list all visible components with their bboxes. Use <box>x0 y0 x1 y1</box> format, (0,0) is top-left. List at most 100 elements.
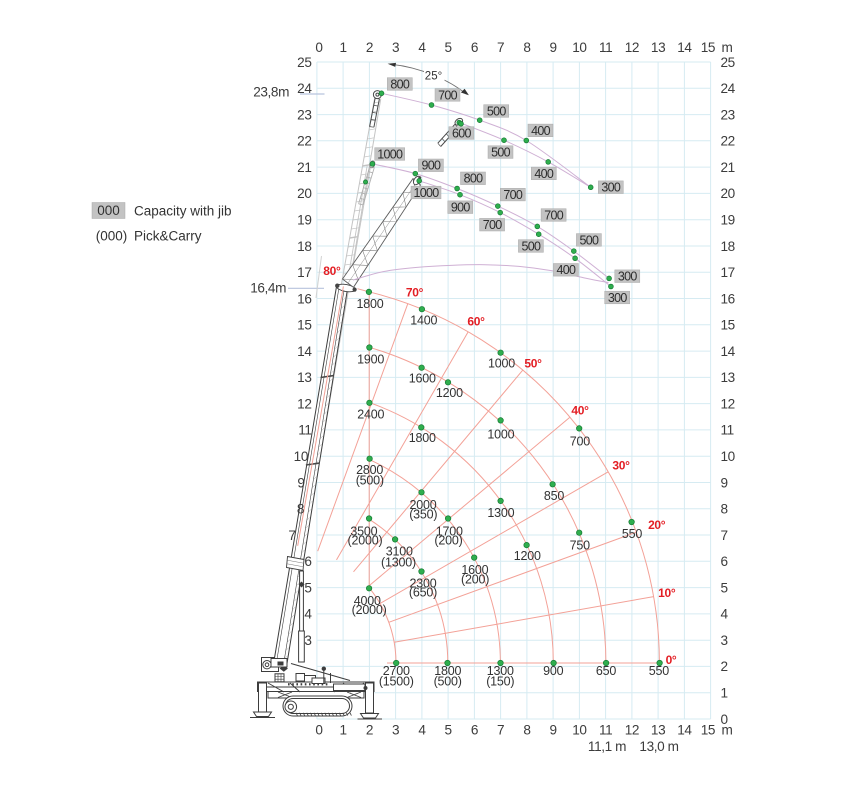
svg-text:1900: 1900 <box>357 353 384 367</box>
svg-text:12: 12 <box>297 396 311 411</box>
svg-text:23,8m: 23,8m <box>253 84 289 99</box>
svg-text:15: 15 <box>701 40 715 55</box>
svg-text:1800: 1800 <box>409 431 436 445</box>
svg-text:14: 14 <box>297 344 312 359</box>
svg-text:19: 19 <box>721 213 735 228</box>
svg-text:22: 22 <box>297 134 311 149</box>
svg-text:300: 300 <box>618 270 638 284</box>
svg-text:6: 6 <box>721 554 728 569</box>
svg-text:6: 6 <box>471 40 478 55</box>
svg-text:1200: 1200 <box>514 549 541 563</box>
svg-text:21: 21 <box>721 160 735 175</box>
svg-text:18: 18 <box>721 239 735 254</box>
svg-text:6: 6 <box>304 554 311 569</box>
svg-text:4000: 4000 <box>354 594 381 608</box>
svg-text:30°: 30° <box>612 459 630 473</box>
svg-text:900: 900 <box>422 159 442 173</box>
svg-text:12: 12 <box>625 722 639 737</box>
svg-text:3: 3 <box>392 40 399 55</box>
svg-text:0°: 0° <box>666 653 677 667</box>
svg-text:2000: 2000 <box>409 498 436 512</box>
svg-text:21: 21 <box>297 160 311 175</box>
svg-text:9: 9 <box>550 722 557 737</box>
svg-text:14: 14 <box>677 40 692 55</box>
svg-text:1: 1 <box>340 722 347 737</box>
svg-text:000: 000 <box>97 203 120 218</box>
svg-text:1: 1 <box>721 686 728 701</box>
svg-text:4: 4 <box>304 607 312 622</box>
svg-text:700: 700 <box>503 188 523 202</box>
svg-text:1800: 1800 <box>434 664 461 678</box>
svg-text:(000): (000) <box>96 228 128 243</box>
svg-text:9: 9 <box>721 475 728 490</box>
svg-text:8: 8 <box>523 40 530 55</box>
svg-text:900: 900 <box>543 664 564 678</box>
svg-text:14: 14 <box>677 722 692 737</box>
svg-text:1: 1 <box>340 40 347 55</box>
svg-text:600: 600 <box>452 126 472 140</box>
svg-text:1800: 1800 <box>356 297 383 311</box>
svg-text:700: 700 <box>483 218 503 232</box>
svg-text:3500: 3500 <box>350 525 377 539</box>
svg-text:300: 300 <box>608 291 628 305</box>
svg-text:Capacity with jib: Capacity with jib <box>134 203 232 218</box>
svg-text:9: 9 <box>297 475 304 490</box>
svg-text:500: 500 <box>522 239 542 253</box>
svg-text:24: 24 <box>721 81 736 96</box>
svg-text:25: 25 <box>297 55 311 70</box>
svg-text:(2000): (2000) <box>348 534 383 548</box>
svg-text:18: 18 <box>297 239 311 254</box>
svg-text:(1500): (1500) <box>379 675 414 689</box>
svg-text:(650): (650) <box>409 586 437 600</box>
svg-text:400: 400 <box>557 263 577 277</box>
svg-text:17: 17 <box>721 265 735 280</box>
svg-text:22: 22 <box>721 134 735 149</box>
svg-text:80°: 80° <box>323 264 341 278</box>
svg-text:8: 8 <box>721 502 728 517</box>
svg-text:3: 3 <box>304 633 311 648</box>
svg-text:16,4m: 16,4m <box>250 280 286 295</box>
svg-text:550: 550 <box>649 664 670 678</box>
svg-text:20°: 20° <box>648 518 666 532</box>
svg-text:14: 14 <box>721 344 736 359</box>
svg-text:800: 800 <box>464 172 484 186</box>
svg-text:(2000): (2000) <box>352 603 387 617</box>
svg-text:2800: 2800 <box>356 463 383 477</box>
svg-text:20: 20 <box>721 186 736 201</box>
svg-text:0: 0 <box>721 712 729 727</box>
svg-text:3: 3 <box>392 722 399 737</box>
svg-text:15: 15 <box>721 318 735 333</box>
svg-text:13: 13 <box>297 370 311 385</box>
svg-text:1300: 1300 <box>487 506 514 520</box>
svg-text:(200): (200) <box>461 572 489 586</box>
svg-text:1000: 1000 <box>413 186 439 200</box>
svg-text:40°: 40° <box>571 404 589 418</box>
svg-text:(500): (500) <box>356 473 384 487</box>
svg-text:(1300): (1300) <box>381 556 416 570</box>
svg-text:8: 8 <box>523 722 530 737</box>
svg-text:10: 10 <box>572 722 587 737</box>
svg-text:(500): (500) <box>434 675 462 689</box>
svg-text:70°: 70° <box>406 286 424 300</box>
svg-text:13: 13 <box>651 40 665 55</box>
svg-text:700: 700 <box>570 434 591 448</box>
svg-text:2: 2 <box>366 722 373 737</box>
svg-text:550: 550 <box>622 527 643 541</box>
svg-text:5: 5 <box>721 580 728 595</box>
svg-text:500: 500 <box>487 104 507 118</box>
svg-text:6: 6 <box>471 722 478 737</box>
svg-text:3100: 3100 <box>386 545 413 559</box>
svg-text:12: 12 <box>625 40 639 55</box>
svg-text:12: 12 <box>721 396 735 411</box>
svg-text:7: 7 <box>497 722 504 737</box>
svg-text:4: 4 <box>721 607 729 622</box>
svg-text:1400: 1400 <box>410 313 437 327</box>
svg-text:1000: 1000 <box>377 147 403 161</box>
svg-text:13,0 m: 13,0 m <box>639 739 678 754</box>
svg-text:400: 400 <box>531 124 551 138</box>
svg-text:1200: 1200 <box>436 386 463 400</box>
svg-text:50°: 50° <box>524 357 542 371</box>
svg-text:1000: 1000 <box>487 427 514 441</box>
svg-text:750: 750 <box>570 538 591 552</box>
svg-text:7: 7 <box>497 40 504 55</box>
